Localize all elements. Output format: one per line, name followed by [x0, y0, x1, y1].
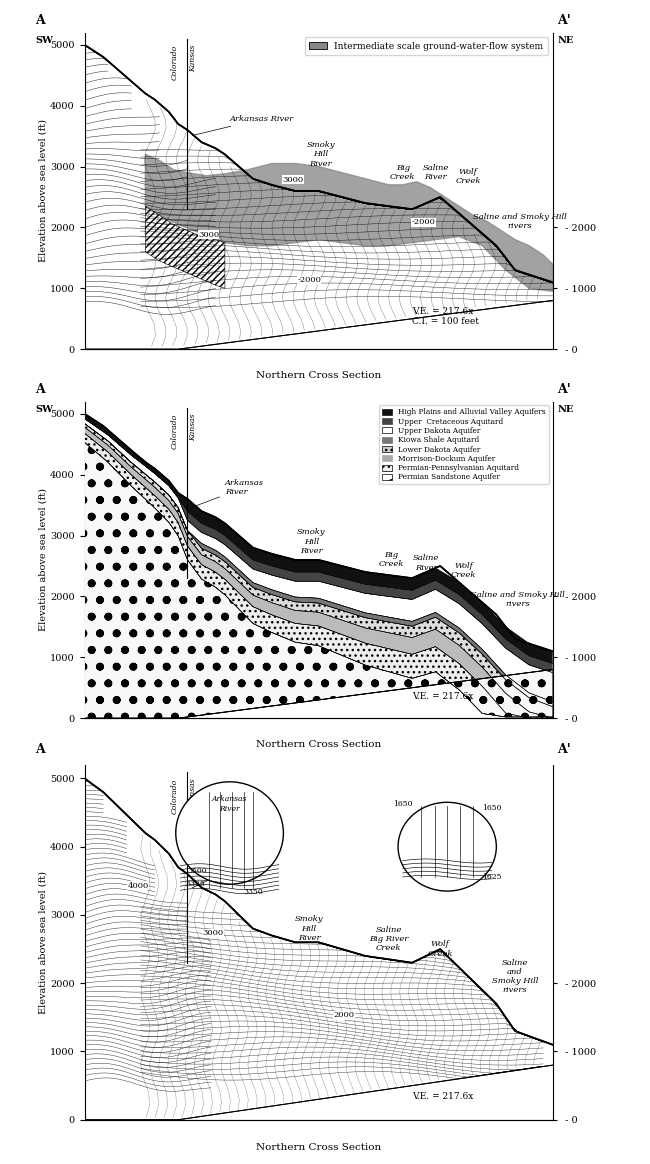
Polygon shape: [84, 779, 552, 1120]
Text: Kansas: Kansas: [189, 779, 197, 805]
Text: Wolf
Creek: Wolf Creek: [428, 941, 453, 958]
Text: Saline and Smoky Hill
rivers: Saline and Smoky Hill rivers: [471, 591, 564, 608]
Text: Wolf
Creek: Wolf Creek: [451, 562, 476, 579]
Polygon shape: [84, 427, 552, 718]
Text: Saline
River: Saline River: [422, 164, 448, 182]
Text: Wolf
Creek: Wolf Creek: [456, 168, 481, 185]
Text: 3350: 3350: [244, 888, 263, 896]
Polygon shape: [84, 413, 552, 718]
Y-axis label: Elevation above sea level (ft): Elevation above sea level (ft): [38, 120, 47, 262]
Text: 2000: 2000: [333, 1012, 355, 1020]
Text: V.E. = 217.6x
C.I. = 100 feet: V.E. = 217.6x C.I. = 100 feet: [412, 306, 479, 326]
Text: 1650: 1650: [393, 801, 413, 808]
Legend: Intermediate scale ground-water-flow system: Intermediate scale ground-water-flow sys…: [305, 37, 548, 55]
Text: Colorado: Colorado: [170, 44, 178, 80]
Text: 1650: 1650: [482, 804, 501, 812]
Text: 4000: 4000: [127, 881, 149, 889]
Text: Saline and Smoky Hill
rivers: Saline and Smoky Hill rivers: [473, 213, 567, 230]
Text: 3000: 3000: [282, 176, 304, 184]
Text: NE: NE: [557, 36, 573, 44]
Text: Big
Creek: Big Creek: [378, 552, 404, 568]
Text: Northern Cross Section: Northern Cross Section: [256, 371, 381, 381]
Text: A': A': [557, 383, 571, 396]
Text: 1625: 1625: [482, 873, 501, 881]
Text: A: A: [35, 744, 45, 757]
Text: -2000: -2000: [297, 276, 321, 284]
Text: Smoky
Hill
River: Smoky Hill River: [297, 528, 326, 555]
Text: Smoky
Hill
River: Smoky Hill River: [307, 141, 335, 168]
Text: Saline
River: Saline River: [413, 554, 439, 572]
Text: A': A': [557, 14, 571, 27]
Text: SW: SW: [35, 405, 53, 413]
Text: 3000: 3000: [203, 929, 224, 937]
Text: SW: SW: [35, 36, 53, 44]
Text: Big
Creek: Big Creek: [390, 164, 415, 182]
Y-axis label: Elevation above sea level (ft): Elevation above sea level (ft): [38, 489, 47, 631]
Polygon shape: [84, 419, 552, 702]
Y-axis label: Elevation above sea level (ft): Elevation above sea level (ft): [38, 871, 47, 1014]
Text: Arkansas River: Arkansas River: [192, 115, 294, 135]
Text: Northern Cross Section: Northern Cross Section: [256, 740, 381, 750]
Text: Kansas: Kansas: [189, 413, 197, 441]
Text: 3000: 3000: [198, 230, 219, 239]
Text: Colorado: Colorado: [170, 413, 178, 449]
Text: Colorado: Colorado: [170, 779, 178, 814]
Polygon shape: [84, 442, 552, 718]
Text: Saline
Big River
Creek: Saline Big River Creek: [369, 925, 408, 952]
Text: NE: NE: [557, 405, 573, 413]
Text: V.E. = 217.6x: V.E. = 217.6x: [412, 1092, 473, 1101]
Text: 3500: 3500: [187, 867, 207, 874]
Polygon shape: [84, 413, 552, 663]
Text: V.E. = 217.6x: V.E. = 217.6x: [412, 693, 473, 701]
Polygon shape: [84, 424, 552, 707]
Text: Saline
and
Smoky Hill
rivers: Saline and Smoky Hill rivers: [492, 959, 538, 994]
Text: Kansas: Kansas: [189, 44, 197, 72]
Polygon shape: [146, 155, 552, 291]
Text: -2000: -2000: [412, 219, 436, 226]
Text: Northern Cross Section: Northern Cross Section: [256, 1143, 381, 1152]
Polygon shape: [84, 424, 552, 718]
Polygon shape: [84, 433, 552, 718]
Ellipse shape: [176, 782, 283, 885]
Text: A: A: [35, 14, 45, 27]
Text: Arkansas
River: Arkansas River: [192, 478, 264, 508]
Legend: High Plains and Alluvial Valley Aquifers, Upper  Cretaceous Aquitard, Upper Dako: High Plains and Alluvial Valley Aquifers…: [379, 405, 549, 484]
Text: Smoky
Hill
River: Smoky Hill River: [295, 915, 324, 942]
Text: A: A: [35, 383, 45, 396]
Text: Arkansas
River: Arkansas River: [212, 795, 247, 812]
Text: 3325: 3325: [185, 880, 205, 888]
Polygon shape: [146, 206, 225, 289]
Text: Arkansas
River: Arkansas River: [192, 859, 255, 888]
Ellipse shape: [398, 802, 497, 892]
Polygon shape: [84, 44, 552, 349]
Polygon shape: [84, 419, 552, 673]
Text: A': A': [557, 744, 571, 757]
